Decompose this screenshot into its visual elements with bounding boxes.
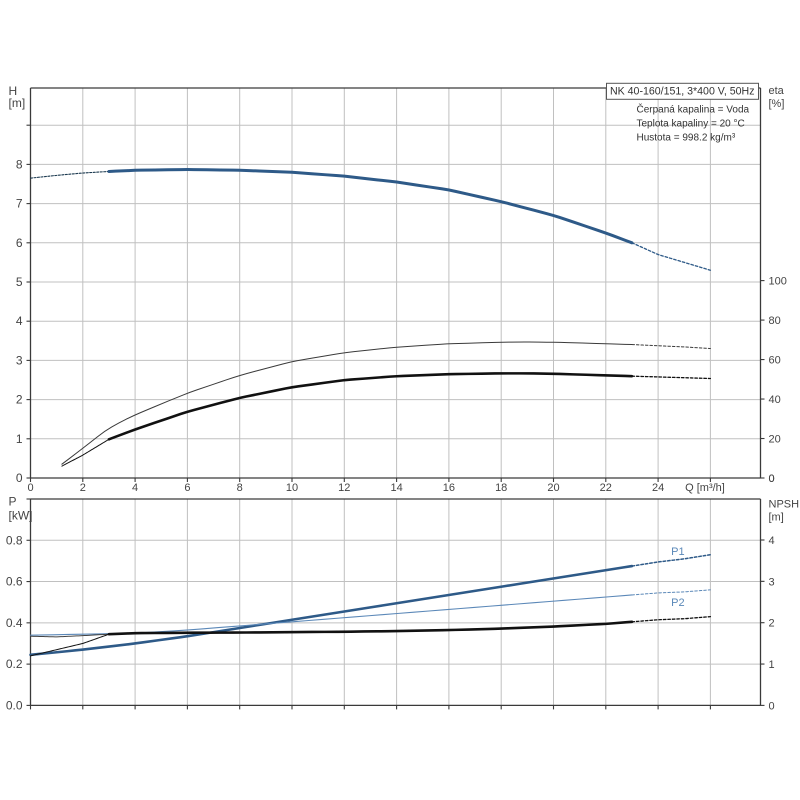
svg-text:0: 0 (769, 700, 775, 712)
svg-text:3: 3 (769, 576, 775, 588)
svg-text:7: 7 (16, 197, 23, 211)
svg-text:8: 8 (237, 482, 243, 494)
svg-text:22: 22 (600, 482, 612, 494)
svg-text:14: 14 (390, 482, 402, 494)
svg-text:80: 80 (769, 315, 781, 327)
svg-text:0.4: 0.4 (6, 616, 23, 630)
svg-text:[kW]: [kW] (9, 508, 33, 522)
svg-text:4: 4 (769, 535, 775, 547)
svg-text:[m]: [m] (9, 96, 26, 110)
svg-text:P: P (9, 495, 17, 509)
svg-text:Teplota kapaliny = 20 °C: Teplota kapaliny = 20 °C (637, 119, 745, 130)
svg-text:6: 6 (184, 482, 190, 494)
svg-text:P2: P2 (671, 597, 684, 609)
svg-text:6: 6 (16, 236, 23, 250)
svg-text:NPSH: NPSH (769, 499, 800, 511)
svg-text:eta: eta (769, 85, 785, 97)
svg-text:Čerpaná kapalina = Voda: Čerpaná kapalina = Voda (637, 103, 750, 116)
svg-text:2: 2 (769, 618, 775, 630)
svg-text:1: 1 (16, 432, 23, 446)
svg-text:P1: P1 (671, 546, 684, 558)
svg-text:1: 1 (769, 659, 775, 671)
svg-text:4: 4 (132, 482, 138, 494)
svg-text:0.8: 0.8 (6, 533, 23, 547)
svg-text:10: 10 (286, 482, 298, 494)
svg-text:Hustota = 998.2 kg/m³: Hustota = 998.2 kg/m³ (637, 133, 736, 144)
svg-text:NK 40-160/151, 3*400 V, 50Hz: NK 40-160/151, 3*400 V, 50Hz (610, 86, 755, 98)
svg-text:0: 0 (27, 482, 33, 494)
svg-text:0: 0 (769, 473, 775, 485)
svg-text:0.2: 0.2 (6, 657, 23, 671)
svg-text:2: 2 (16, 393, 23, 407)
svg-text:8: 8 (16, 157, 23, 171)
svg-text:[m]: [m] (769, 512, 784, 524)
svg-text:24: 24 (652, 482, 664, 494)
svg-text:4: 4 (16, 314, 23, 328)
svg-text:0.6: 0.6 (6, 575, 23, 589)
svg-text:Q [m³/h]: Q [m³/h] (685, 482, 725, 494)
svg-text:16: 16 (443, 482, 455, 494)
svg-text:18: 18 (495, 482, 507, 494)
svg-text:[%]: [%] (769, 98, 785, 110)
svg-text:12: 12 (338, 482, 350, 494)
svg-text:100: 100 (769, 276, 787, 288)
svg-text:20: 20 (547, 482, 559, 494)
svg-text:0: 0 (16, 471, 23, 485)
svg-text:0.0: 0.0 (6, 698, 23, 712)
svg-text:3: 3 (16, 353, 23, 367)
svg-text:40: 40 (769, 394, 781, 406)
svg-text:20: 20 (769, 434, 781, 446)
svg-text:60: 60 (769, 355, 781, 367)
svg-text:5: 5 (16, 275, 23, 289)
svg-text:2: 2 (80, 482, 86, 494)
